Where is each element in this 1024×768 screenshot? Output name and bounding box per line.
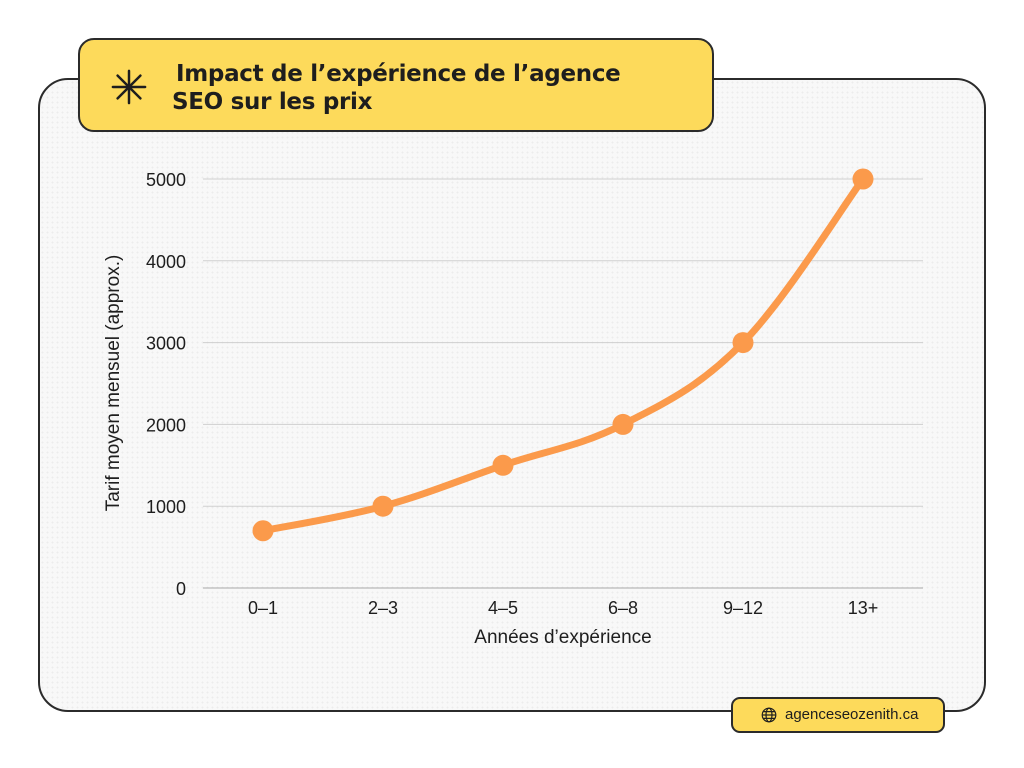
y-tick-label: 0: [176, 579, 186, 599]
x-axis-title: Années d’expérience: [474, 627, 651, 648]
y-tick-label: 4000: [146, 252, 186, 272]
asterisk-icon: [111, 69, 147, 105]
x-tick-label: 9–12: [723, 598, 763, 618]
title-banner: Impact de l’expérience de l’agence SEO s…: [78, 38, 714, 132]
x-tick-label: 4–5: [488, 598, 518, 618]
source-badge: agenceseozenith.ca: [731, 697, 945, 733]
series: [252, 168, 874, 542]
chart-title: Impact de l’expérience de l’agence SEO s…: [172, 60, 692, 116]
chart-title-line-1: Impact de l’expérience de l’agence: [176, 61, 621, 87]
chart-title-line-2: SEO sur les prix: [172, 89, 373, 115]
y-axis-ticks: 0 1000 2000 3000 4000 5000: [146, 170, 186, 599]
data-point-13+: [852, 168, 874, 190]
gridlines: [203, 178, 923, 589]
chart-card: [38, 78, 986, 712]
series-line: [259, 175, 867, 535]
data-point-4–5: [492, 454, 514, 476]
source-url: agenceseozenith.ca: [785, 706, 919, 723]
data-point-2–3: [372, 495, 394, 517]
y-tick-label: 2000: [146, 415, 186, 435]
data-point-9–12: [732, 332, 754, 354]
x-tick-label: 2–3: [368, 598, 398, 618]
x-tick-label: 6–8: [608, 598, 638, 618]
y-tick-label: 1000: [146, 497, 186, 517]
y-tick-label: 3000: [146, 334, 186, 354]
globe-icon: [761, 707, 777, 723]
x-tick-label: 0–1: [248, 598, 278, 618]
data-point-0–1: [252, 520, 274, 542]
y-tick-label: 5000: [146, 170, 186, 190]
x-axis-ticks: 0–1 2–3 4–5 6–8 9–12 13+: [248, 598, 878, 618]
x-tick-label: 13+: [848, 598, 879, 618]
data-point-6–8: [612, 413, 634, 435]
y-axis-title: Tarif moyen mensuel (approx.): [103, 255, 124, 512]
